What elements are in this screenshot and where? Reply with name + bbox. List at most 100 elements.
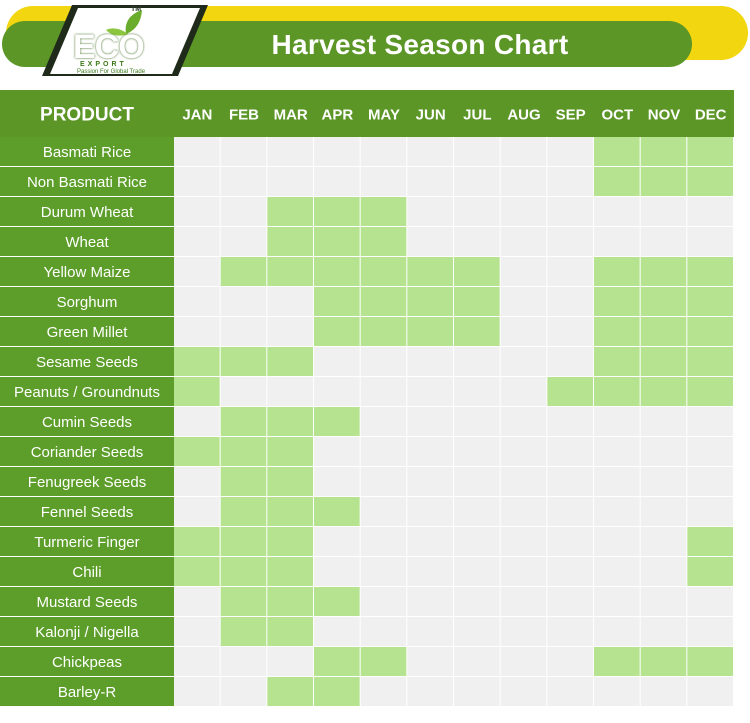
product-cell [0, 497, 174, 526]
month-header-mar: MAR [274, 107, 308, 124]
empty-cell [500, 377, 547, 406]
harvest-cell [454, 287, 500, 316]
empty-cell [360, 527, 407, 556]
empty-cell [547, 677, 593, 706]
empty-cell [174, 677, 220, 706]
empty-cell [407, 647, 453, 676]
empty-cell [174, 137, 220, 166]
product-label: Sorghum [57, 294, 118, 311]
empty-cell [407, 227, 453, 256]
empty-cell [360, 437, 407, 466]
month-header-apr: APR [321, 107, 353, 124]
harvest-cell [314, 497, 360, 526]
empty-cell [687, 407, 733, 436]
empty-cell [407, 407, 453, 436]
empty-cell [547, 257, 593, 286]
product-label: Wheat [65, 234, 109, 251]
empty-cell [547, 437, 593, 466]
empty-cell [407, 587, 453, 616]
harvest-cell [267, 437, 313, 466]
product-cell [0, 617, 174, 646]
empty-cell [174, 407, 220, 436]
empty-cell [407, 497, 453, 526]
empty-cell [407, 377, 453, 406]
header-banner: TM ECO EXPORT Passion For Global Trade H… [0, 0, 750, 90]
harvest-cell [267, 227, 313, 256]
empty-cell [687, 227, 733, 256]
empty-cell [547, 617, 593, 646]
harvest-cell [267, 677, 313, 706]
harvest-cell [314, 227, 360, 256]
empty-cell [547, 527, 593, 556]
empty-cell [500, 437, 547, 466]
harvest-cell [314, 407, 360, 436]
product-label: Mustard Seeds [37, 594, 138, 611]
month-header-dec: DEC [695, 107, 727, 124]
harvest-cell [174, 347, 220, 376]
harvest-cell [407, 317, 453, 346]
empty-cell [454, 407, 500, 436]
empty-cell [360, 167, 407, 196]
harvest-cell [220, 467, 267, 496]
product-label: Turmeric Finger [34, 534, 139, 551]
empty-cell [360, 617, 407, 646]
empty-cell [454, 587, 500, 616]
harvest-cell [314, 197, 360, 226]
empty-cell [407, 347, 453, 376]
product-cell [0, 527, 174, 556]
empty-cell [174, 197, 220, 226]
harvest-cell [594, 257, 640, 286]
empty-cell [407, 527, 453, 556]
empty-cell [360, 587, 407, 616]
empty-cell [500, 317, 547, 346]
harvest-cell [314, 257, 360, 286]
empty-cell [454, 557, 500, 586]
empty-cell [547, 317, 593, 346]
product-cell [0, 407, 174, 436]
table-header-row [0, 90, 734, 137]
empty-cell [407, 557, 453, 586]
empty-cell [267, 137, 313, 166]
empty-cell [547, 287, 593, 316]
empty-cell [174, 467, 220, 496]
harvest-cell [407, 257, 453, 286]
empty-cell [267, 377, 313, 406]
product-cell [0, 437, 174, 466]
harvest-cell [267, 557, 313, 586]
empty-cell [640, 557, 687, 586]
empty-cell [500, 467, 547, 496]
harvest-cell [594, 317, 640, 346]
harvest-cell [314, 317, 360, 346]
empty-cell [407, 467, 453, 496]
harvest-cell [687, 257, 733, 286]
harvest-cell [594, 647, 640, 676]
empty-cell [220, 377, 267, 406]
empty-cell [547, 197, 593, 226]
empty-cell [687, 677, 733, 706]
month-header-oct: OCT [601, 107, 633, 124]
empty-cell [314, 557, 360, 586]
empty-cell [454, 497, 500, 526]
logo-subtitle: EXPORT [80, 61, 127, 68]
empty-cell [687, 497, 733, 526]
harvest-cell [220, 587, 267, 616]
product-label: Peanuts / Groundnuts [14, 384, 160, 401]
harvest-cell [640, 257, 687, 286]
harvest-cell [220, 407, 267, 436]
empty-cell [407, 197, 453, 226]
harvest-cell [174, 557, 220, 586]
empty-cell [454, 227, 500, 256]
empty-cell [454, 347, 500, 376]
product-cell [0, 647, 174, 676]
product-cell [0, 137, 174, 166]
empty-cell [454, 677, 500, 706]
empty-cell [640, 677, 687, 706]
empty-cell [547, 587, 593, 616]
empty-cell [174, 497, 220, 526]
empty-cell [500, 407, 547, 436]
product-cell [0, 677, 174, 706]
empty-cell [594, 467, 640, 496]
empty-cell [407, 677, 453, 706]
harvest-cell [687, 317, 733, 346]
month-header-may: MAY [368, 107, 400, 124]
